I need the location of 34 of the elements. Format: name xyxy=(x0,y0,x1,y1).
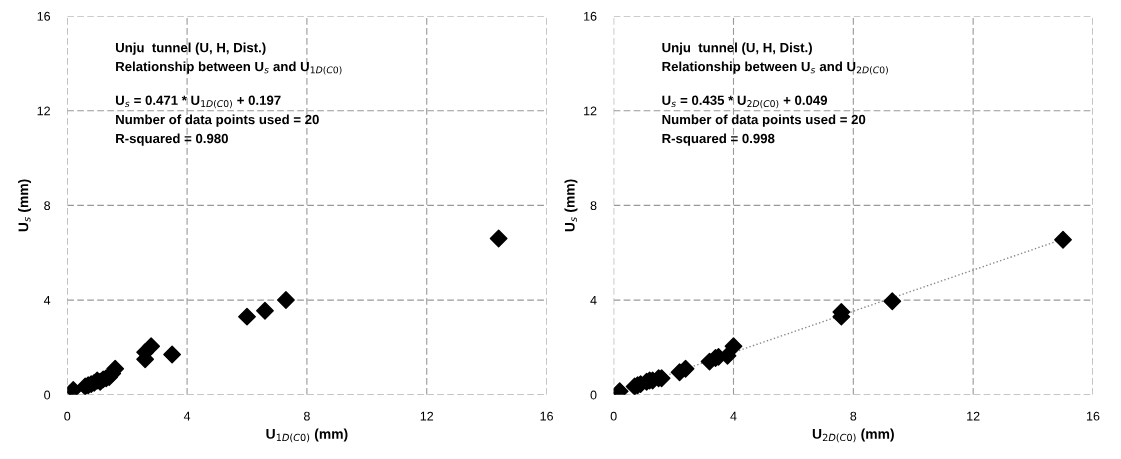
annotation: Relationship between U$_{s}$ and U$_{2D(C0)}$ xyxy=(662,61,888,75)
x-tick-label: 12 xyxy=(420,411,434,421)
y-tick-label: 4 xyxy=(590,296,597,305)
x-axis-title: U$_{2D(C0)}$ (mm) xyxy=(812,428,894,443)
annotation: U$_{s}$ = 0.435 * U$_{2D(C0)}$ + 0.049 xyxy=(662,95,828,109)
y-axis-title: U$_{s}$ (mm) xyxy=(18,179,32,232)
y-tick-label: 12 xyxy=(584,106,597,116)
x-tick-label: 16 xyxy=(1086,411,1100,421)
y-tick-label: 12 xyxy=(37,106,50,116)
y-axis-title: U$_{s}$ (mm) xyxy=(564,179,578,232)
y-tick-label: 16 xyxy=(584,11,597,21)
x-tick-label: 0 xyxy=(610,411,617,421)
x-tick-label: 16 xyxy=(540,411,553,421)
annotation: Number of data points used = 20 xyxy=(662,114,866,127)
x-tick-label: 4 xyxy=(730,411,737,421)
x-tick-label: 8 xyxy=(303,411,310,421)
y-tick-label: 0 xyxy=(44,390,51,400)
y-tick-label: 4 xyxy=(43,296,51,305)
x-axis-title: U$_{1D(C0)}$ (mm) xyxy=(266,428,348,443)
annotation: Number of data points used = 20 xyxy=(116,114,319,127)
annotation: R-squared = 0.998 xyxy=(662,133,775,146)
annotation: Unju tunnel (U, H, Dist.) xyxy=(115,42,266,55)
annotation: U$_{s}$ = 0.471 * U$_{1D(C0)}$ + 0.197 xyxy=(115,95,281,109)
y-tick-label: 8 xyxy=(590,201,597,211)
x-tick-label: 0 xyxy=(64,411,71,421)
x-tick-label: 8 xyxy=(850,411,857,421)
annotation: R-squared = 0.980 xyxy=(116,133,228,146)
annotation: Relationship between U$_{s}$ and U$_{1D(C0)}$ xyxy=(116,61,342,75)
y-tick-label: 0 xyxy=(590,390,597,400)
x-tick-label: 4 xyxy=(183,411,191,421)
y-tick-label: 8 xyxy=(44,201,51,211)
annotation: Unju tunnel (U, H, Dist.) xyxy=(662,42,812,55)
y-tick-label: 16 xyxy=(37,11,51,21)
x-tick-label: 12 xyxy=(967,411,980,421)
